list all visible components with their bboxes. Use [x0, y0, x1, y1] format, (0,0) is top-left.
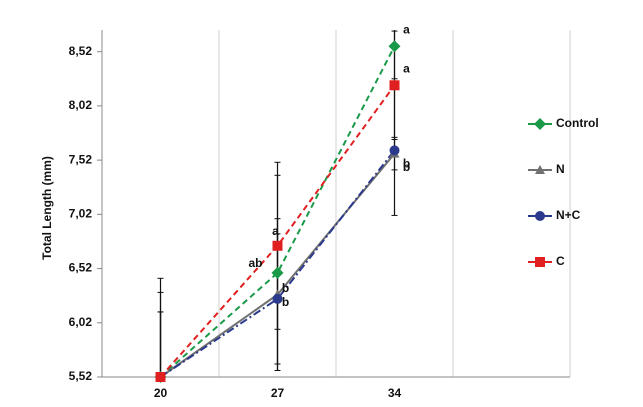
marker	[388, 40, 401, 53]
y-tick-label: 7,02	[69, 207, 93, 221]
marker	[535, 211, 545, 221]
y-tick-label: 8,52	[69, 44, 93, 58]
legend-label: C	[556, 254, 565, 268]
y-axis-title: Total Length (mm)	[40, 156, 54, 260]
y-tick-label: 7,52	[69, 152, 93, 166]
marker	[272, 293, 283, 304]
x-tick-label: 27	[271, 386, 285, 400]
significance-letter: a	[403, 22, 410, 36]
y-tick-label: 6,02	[69, 315, 93, 329]
significance-letter: b	[403, 160, 410, 174]
marker	[534, 118, 546, 130]
significance-letter: a	[403, 61, 410, 75]
y-tick-label: 6,52	[69, 261, 93, 275]
significance-letter: b	[403, 157, 410, 171]
significance-letter: ab	[248, 256, 262, 270]
legend-label: N	[556, 162, 565, 176]
x-tick-label: 20	[154, 386, 168, 400]
significance-letter: b	[282, 281, 289, 295]
y-tick-label: 8,02	[69, 98, 93, 112]
marker	[535, 165, 545, 174]
legend-label: N+C	[556, 208, 581, 222]
y-tick-label: 5,52	[69, 369, 93, 383]
marker	[535, 257, 545, 267]
legend-label: Control	[556, 116, 599, 130]
marker	[389, 80, 400, 91]
marker	[155, 372, 166, 382]
x-tick-label: 34	[388, 386, 402, 400]
marker	[389, 145, 400, 156]
significance-letter: b	[282, 295, 289, 309]
significance-letter: a	[272, 224, 279, 238]
marker	[272, 240, 283, 251]
series-line	[159, 45, 396, 378]
marker	[271, 266, 284, 279]
